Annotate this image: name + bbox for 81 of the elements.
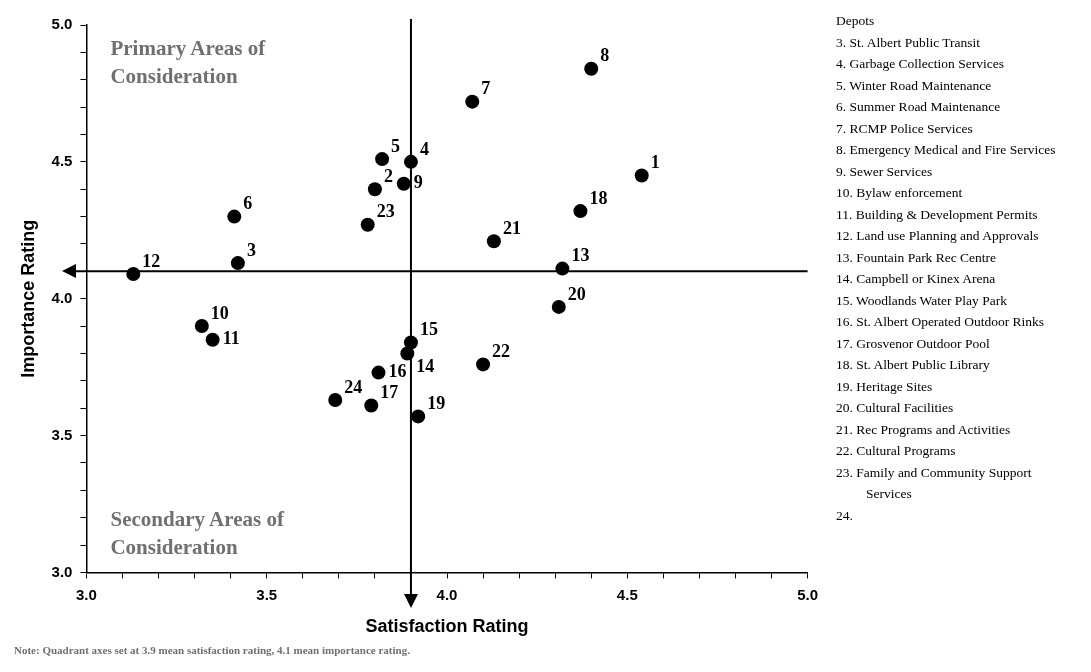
annotation: 6 xyxy=(243,193,253,214)
annotation: 21 xyxy=(502,217,521,238)
point xyxy=(551,299,566,314)
text: 11. Building & Development Permits xyxy=(835,205,1039,224)
text: 13. Fountain Park Rec Centre xyxy=(835,248,998,267)
text: 20. Cultural Facilities xyxy=(835,399,955,417)
text: 16. St. Albert Operated Outdoor Rinks xyxy=(835,313,1046,331)
annotation: Primary Areas of Consideration xyxy=(110,35,267,88)
annotation: 23 xyxy=(376,201,395,222)
point xyxy=(486,234,501,249)
annotation: 9 xyxy=(413,172,423,193)
point xyxy=(375,152,390,167)
y-tick-label: 3.5 xyxy=(51,425,73,443)
x-tick-label: 4.0 xyxy=(436,585,458,603)
text: 24. xyxy=(835,506,854,525)
annotation: 1 xyxy=(650,152,660,173)
annotation: 18 xyxy=(589,187,608,208)
text: Depots xyxy=(835,12,876,30)
text: 9. Sewer Services xyxy=(835,162,934,181)
point xyxy=(194,319,209,334)
point xyxy=(328,392,343,407)
annotation: 24 xyxy=(344,376,363,397)
annotation: 12 xyxy=(142,250,161,271)
y-tick-label: 4.5 xyxy=(51,151,73,169)
text: 7. RCMP Police Services xyxy=(835,119,974,138)
annotation: Secondary Areas of Consideration xyxy=(110,507,285,560)
text: 12. Land use Planning and Approvals xyxy=(835,227,1040,245)
text: 21. Rec Programs and Activities xyxy=(835,420,1012,439)
point xyxy=(364,398,379,413)
y-axis-title: Importance Rating xyxy=(17,219,38,378)
x-tick-label: 4.5 xyxy=(616,585,638,603)
annotation: 4 xyxy=(419,138,429,159)
annotation: 10 xyxy=(210,302,229,323)
annotation: 7 xyxy=(481,78,491,99)
text: 22. Cultural Programs xyxy=(835,442,957,460)
x-tick-label: 5.0 xyxy=(797,585,818,603)
text: 6. Summer Road Maintenance xyxy=(835,98,1002,116)
text: 14. Campbell or Kinex Arena xyxy=(835,270,997,288)
text: 10. Bylaw enforcement xyxy=(835,184,964,202)
point xyxy=(227,209,242,224)
annotation: 11 xyxy=(222,328,240,349)
annotation: 5 xyxy=(391,135,401,156)
x-axis-title: Satisfaction Rating xyxy=(365,616,529,637)
annotation: 20 xyxy=(567,283,586,304)
text: 15. Woodlands Water Play Park xyxy=(835,291,1008,310)
point xyxy=(360,217,375,232)
annotation: 2 xyxy=(383,165,393,186)
point xyxy=(411,409,426,424)
point xyxy=(396,176,411,191)
annotation: 8 xyxy=(600,45,610,66)
annotation: 13 xyxy=(571,245,590,266)
annotation: 16 xyxy=(388,361,407,382)
point xyxy=(371,365,386,380)
point xyxy=(230,256,245,271)
x-tick-label: 3.5 xyxy=(256,585,278,603)
text: Note: Quadrant axes set at 3.9 mean satisfaction rating, 4.1 mean importance rating. xyxy=(14,644,411,657)
annotation: 14 xyxy=(416,356,435,377)
y-tick-label: 3.0 xyxy=(51,562,73,580)
annotation: 22 xyxy=(492,341,511,362)
y-tick-label: 5.0 xyxy=(51,15,73,33)
text: 18. St. Albert Public Library xyxy=(835,356,991,374)
text: 19. Heritage Sites xyxy=(835,377,934,396)
point xyxy=(573,204,588,219)
x-tick-label: 3.0 xyxy=(76,585,97,603)
text: 23. Family and Community Support Services xyxy=(835,463,1033,503)
point xyxy=(367,182,382,197)
annotation: 3 xyxy=(246,239,256,260)
annotation: 19 xyxy=(427,393,446,414)
text: 17. Grosvenor Outdoor Pool xyxy=(835,334,991,353)
point xyxy=(476,357,491,372)
point xyxy=(584,61,599,76)
text: 3. St. Albert Public Transit xyxy=(835,33,982,52)
annotation: 17 xyxy=(380,382,399,403)
text: 8. Emergency Medical and Fire Services xyxy=(835,141,1057,159)
y-tick-label: 4.0 xyxy=(51,288,73,306)
text: 5. Winter Road Maintenance xyxy=(835,76,993,95)
annotation: 15 xyxy=(419,319,438,340)
text: 4. Garbage Collection Services xyxy=(835,55,1005,73)
point xyxy=(634,168,649,183)
point xyxy=(465,94,480,109)
point xyxy=(205,332,220,347)
